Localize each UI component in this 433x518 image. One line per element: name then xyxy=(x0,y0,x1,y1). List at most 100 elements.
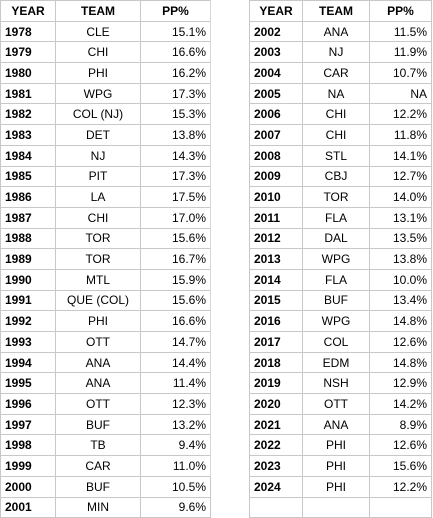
team-cell[interactable]: WPG xyxy=(55,82,141,105)
team-cell[interactable]: ANA xyxy=(302,413,370,436)
year-cell[interactable]: 2022 xyxy=(249,434,303,457)
year-cell[interactable]: 2018 xyxy=(249,351,303,374)
team-cell[interactable]: LA xyxy=(55,186,141,208)
pp-percent-cell[interactable]: 15.1% xyxy=(140,20,211,43)
pp-percent-cell[interactable]: 15.6% xyxy=(140,289,211,312)
team-cell[interactable]: WPG xyxy=(302,310,370,332)
year-cell[interactable]: 1978 xyxy=(0,20,56,43)
year-cell[interactable]: 1997 xyxy=(0,413,56,436)
team-cell[interactable]: OTT xyxy=(55,331,141,353)
year-cell[interactable]: 2012 xyxy=(249,227,303,250)
pp-percent-cell[interactable]: 13.5% xyxy=(369,227,432,250)
year-cell[interactable]: 1998 xyxy=(0,434,56,457)
team-cell[interactable]: CLE xyxy=(55,20,141,43)
year-cell[interactable]: 2009 xyxy=(249,165,303,188)
team-cell[interactable]: MTL xyxy=(55,268,141,291)
pp-percent-cell[interactable]: 10.0% xyxy=(369,268,432,291)
year-cell[interactable]: 2016 xyxy=(249,310,303,332)
year-cell[interactable]: 1988 xyxy=(0,227,56,250)
year-cell[interactable]: 2023 xyxy=(249,455,303,477)
year-cell[interactable]: 2008 xyxy=(249,144,303,167)
team-cell[interactable]: DAL xyxy=(302,227,370,250)
year-cell[interactable]: 2000 xyxy=(0,475,56,498)
year-cell[interactable]: 1982 xyxy=(0,103,56,126)
year-cell[interactable]: 1984 xyxy=(0,144,56,167)
year-cell[interactable]: 1979 xyxy=(0,41,56,64)
team-cell[interactable]: CHI xyxy=(55,41,141,64)
year-cell[interactable]: 2024 xyxy=(249,475,303,498)
team-cell[interactable]: NSH xyxy=(302,372,370,395)
pp-percent-cell[interactable]: 16.2% xyxy=(140,62,211,84)
pp-percent-cell[interactable]: 12.6% xyxy=(369,434,432,457)
team-cell[interactable]: CHI xyxy=(302,124,370,146)
pp-percent-cell[interactable]: 9.6% xyxy=(140,496,211,518)
pp-percent-cell[interactable]: 17.3% xyxy=(140,82,211,105)
pp-percent-cell[interactable]: 13.4% xyxy=(369,289,432,312)
pp-percent-cell[interactable]: 14.8% xyxy=(369,351,432,374)
team-cell[interactable]: PHI xyxy=(302,434,370,457)
year-cell[interactable]: 2021 xyxy=(249,413,303,436)
pp-percent-cell[interactable]: 9.4% xyxy=(140,434,211,457)
year-cell[interactable]: 2015 xyxy=(249,289,303,312)
year-cell[interactable]: 2004 xyxy=(249,62,303,84)
year-cell[interactable]: 2013 xyxy=(249,248,303,270)
year-cell[interactable]: 2019 xyxy=(249,372,303,395)
team-cell[interactable]: CAR xyxy=(302,62,370,84)
pp-percent-cell[interactable]: 13.2% xyxy=(140,413,211,436)
pp-percent-cell[interactable]: 12.7% xyxy=(369,165,432,188)
team-cell[interactable]: BUF xyxy=(55,475,141,498)
pp-percent-cell[interactable]: 15.6% xyxy=(140,227,211,250)
pp-percent-cell[interactable]: 15.3% xyxy=(140,103,211,126)
pp-percent-cell[interactable]: 13.8% xyxy=(369,248,432,270)
team-cell[interactable]: OTT xyxy=(55,393,141,415)
year-cell[interactable]: 1987 xyxy=(0,206,56,229)
team-cell[interactable]: FLA xyxy=(302,268,370,291)
team-cell[interactable]: CHI xyxy=(302,103,370,126)
year-cell[interactable]: 1999 xyxy=(0,455,56,477)
year-cell[interactable]: 2003 xyxy=(249,41,303,64)
team-cell[interactable]: ANA xyxy=(302,20,370,43)
pp-percent-cell[interactable]: 11.0% xyxy=(140,455,211,477)
pp-percent-cell[interactable]: 12.6% xyxy=(369,331,432,353)
year-cell[interactable]: 1992 xyxy=(0,310,56,332)
pp-percent-cell[interactable]: NA xyxy=(369,82,432,105)
year-cell[interactable]: 1990 xyxy=(0,268,56,291)
team-cell[interactable]: TOR xyxy=(302,186,370,208)
team-cell[interactable]: BUF xyxy=(55,413,141,436)
pp-percent-cell[interactable]: 14.7% xyxy=(140,331,211,353)
year-cell[interactable]: 2007 xyxy=(249,124,303,146)
pp-percent-cell[interactable]: 15.6% xyxy=(369,455,432,477)
year-cell[interactable]: 2001 xyxy=(0,496,56,518)
pp-percent-cell[interactable]: 14.2% xyxy=(369,393,432,415)
year-cell[interactable]: 2005 xyxy=(249,82,303,105)
empty-cell[interactable] xyxy=(302,496,370,518)
pp-percent-cell[interactable]: 8.9% xyxy=(369,413,432,436)
pp-percent-cell[interactable]: 16.6% xyxy=(140,310,211,332)
team-cell[interactable]: PHI xyxy=(55,62,141,84)
team-cell[interactable]: NJ xyxy=(55,144,141,167)
team-cell[interactable]: ANA xyxy=(55,372,141,395)
pp-percent-cell[interactable]: 11.9% xyxy=(369,41,432,64)
year-cell[interactable]: 1985 xyxy=(0,165,56,188)
pp-percent-cell[interactable]: 11.8% xyxy=(369,124,432,146)
year-cell[interactable]: 1994 xyxy=(0,351,56,374)
team-cell[interactable]: ANA xyxy=(55,351,141,374)
year-cell[interactable]: 2010 xyxy=(249,186,303,208)
pp-percent-cell[interactable]: 10.5% xyxy=(140,475,211,498)
pp-percent-cell[interactable]: 17.0% xyxy=(140,206,211,229)
team-cell[interactable]: BUF xyxy=(302,289,370,312)
year-cell[interactable]: 1983 xyxy=(0,124,56,146)
pp-percent-cell[interactable]: 14.3% xyxy=(140,144,211,167)
year-cell[interactable]: 1996 xyxy=(0,393,56,415)
team-cell[interactable]: TOR xyxy=(55,248,141,270)
empty-cell[interactable] xyxy=(369,496,432,518)
pp-percent-cell[interactable]: 12.2% xyxy=(369,475,432,498)
pp-percent-cell[interactable]: 14.8% xyxy=(369,310,432,332)
pp-percent-cell[interactable]: 11.5% xyxy=(369,20,432,43)
pp-percent-cell[interactable]: 17.3% xyxy=(140,165,211,188)
year-cell[interactable]: 1981 xyxy=(0,82,56,105)
year-cell[interactable]: 2002 xyxy=(249,20,303,43)
pp-percent-cell[interactable]: 14.1% xyxy=(369,144,432,167)
year-cell[interactable]: 1995 xyxy=(0,372,56,395)
year-cell[interactable]: 2017 xyxy=(249,331,303,353)
